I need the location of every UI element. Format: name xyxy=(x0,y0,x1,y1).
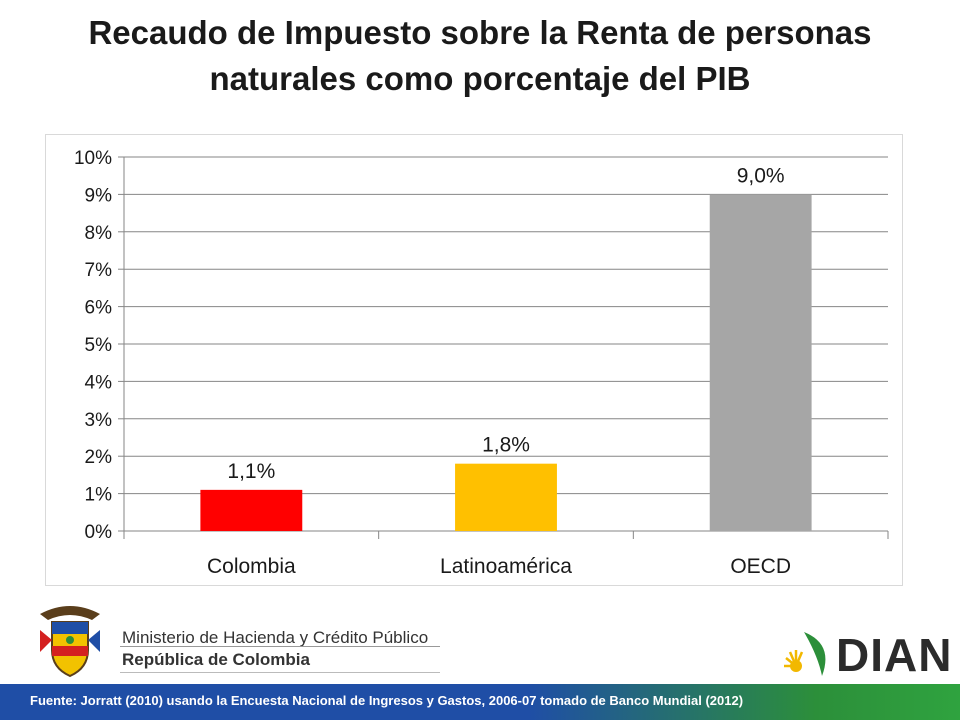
y-tick-label: 6% xyxy=(85,298,113,319)
bar-oecd xyxy=(709,194,812,531)
data-labels: 1,1% 1,8% 9,0% xyxy=(227,164,784,482)
y-axis-ticks: 0% 1% 2% 3% 4% 5% 6% 7% 8% 9% 10% xyxy=(74,148,125,543)
slide-title: Recaudo de Impuesto sobre la Renta de pe… xyxy=(0,10,960,102)
y-tick-label: 4% xyxy=(85,372,113,393)
y-tick-label: 9% xyxy=(85,185,113,206)
ministry-name: Ministerio de Hacienda y Crédito Público xyxy=(122,628,429,647)
y-tick-label: 10% xyxy=(74,148,112,169)
category-label: Colombia xyxy=(207,555,296,578)
colombia-coat-of-arms-icon xyxy=(40,606,100,678)
y-tick-label: 0% xyxy=(85,522,113,543)
title-line-2: naturales como porcentaje del PIB xyxy=(209,60,751,97)
x-axis-categories: Colombia Latinoamérica OECD xyxy=(123,531,889,578)
ministry-logo: Ministerio de Hacienda y Crédito Público… xyxy=(30,600,450,680)
ministry-divider xyxy=(120,646,440,647)
title-line-1: Recaudo de Impuesto sobre la Renta de pe… xyxy=(88,14,872,51)
bar-colombia xyxy=(200,489,303,531)
republic-name: República de Colombia xyxy=(122,650,310,669)
y-tick-label: 5% xyxy=(85,335,113,356)
ministry-underline xyxy=(120,672,440,673)
data-label: 1,8% xyxy=(482,434,530,457)
y-tick-label: 1% xyxy=(85,485,113,506)
category-label: OECD xyxy=(730,555,791,578)
y-tick-label: 8% xyxy=(85,223,113,244)
category-label: Latinoamérica xyxy=(440,555,572,578)
source-note: Fuente: Jorratt (2010) usando la Encuest… xyxy=(30,693,744,708)
y-tick-label: 2% xyxy=(85,447,113,468)
bars xyxy=(200,194,812,531)
source-footer: Fuente: Jorratt (2010) usando la Encuest… xyxy=(0,684,960,720)
bar-chart: 0% 1% 2% 3% 4% 5% 6% 7% 8% 9% 10% 1,1% 1,8% 9,0% Col… xyxy=(74,148,889,578)
dian-wordmark: DIAN xyxy=(836,629,953,681)
y-tick-label: 7% xyxy=(85,260,113,281)
dian-sun-leaf-icon xyxy=(784,632,826,676)
y-tick-label: 3% xyxy=(85,410,113,431)
data-label: 9,0% xyxy=(737,164,785,187)
data-label: 1,1% xyxy=(227,460,275,483)
bar-latinoam-rica xyxy=(455,463,557,531)
dian-logo: DIAN xyxy=(778,626,951,682)
